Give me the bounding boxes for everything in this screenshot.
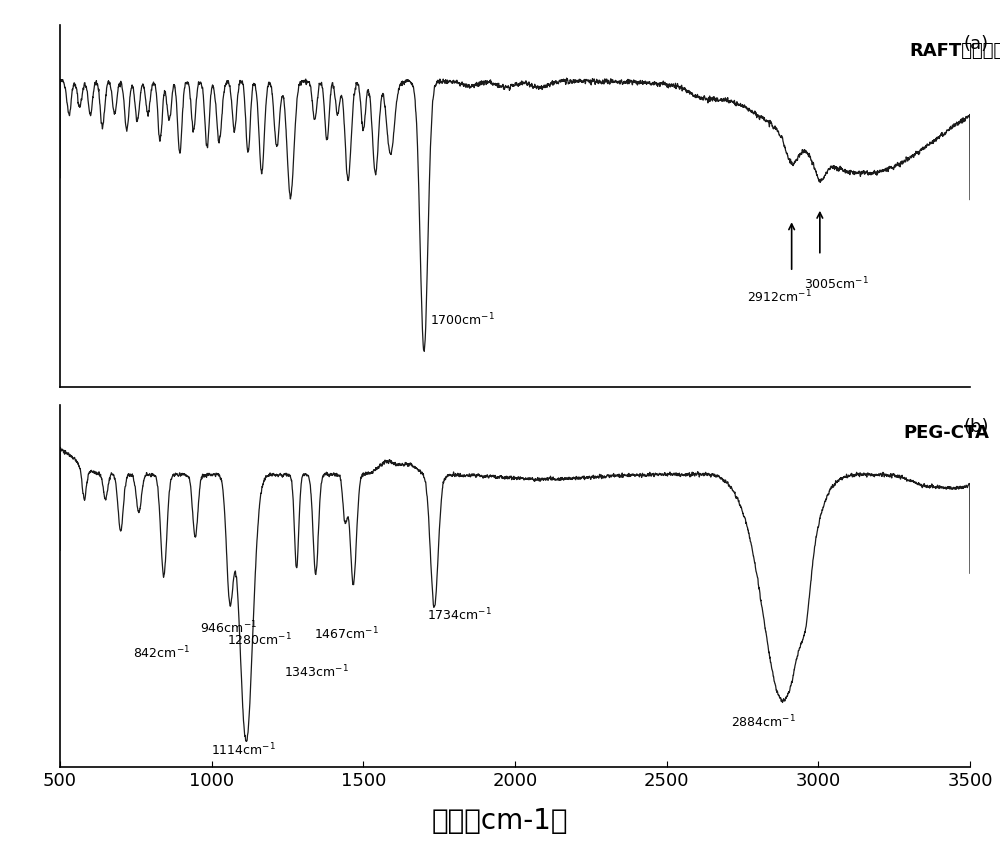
Text: 1734cm$^{-1}$: 1734cm$^{-1}$ (427, 607, 492, 623)
Text: 波数（cm-1）: 波数（cm-1） (432, 807, 568, 835)
Text: 1280cm$^{-1}$: 1280cm$^{-1}$ (227, 631, 292, 648)
Text: 2912cm$^{-1}$: 2912cm$^{-1}$ (747, 288, 811, 305)
Text: 3005cm$^{-1}$: 3005cm$^{-1}$ (804, 276, 869, 292)
Text: 2884cm$^{-1}$: 2884cm$^{-1}$ (731, 714, 796, 730)
Text: (a): (a) (964, 35, 989, 53)
Text: RAFT链转移剂CTA: RAFT链转移剂CTA (909, 42, 1000, 60)
Text: (b): (b) (964, 418, 989, 436)
Text: 1114cm$^{-1}$: 1114cm$^{-1}$ (211, 742, 276, 759)
Text: 946cm$^{-1}$: 946cm$^{-1}$ (200, 620, 257, 636)
Text: 1343cm$^{-1}$: 1343cm$^{-1}$ (284, 663, 349, 680)
Text: 1467cm$^{-1}$: 1467cm$^{-1}$ (314, 626, 379, 642)
Text: PEG-CTA: PEG-CTA (903, 424, 989, 442)
Text: 842cm$^{-1}$: 842cm$^{-1}$ (133, 644, 190, 661)
Text: 1700cm$^{-1}$: 1700cm$^{-1}$ (430, 312, 495, 328)
